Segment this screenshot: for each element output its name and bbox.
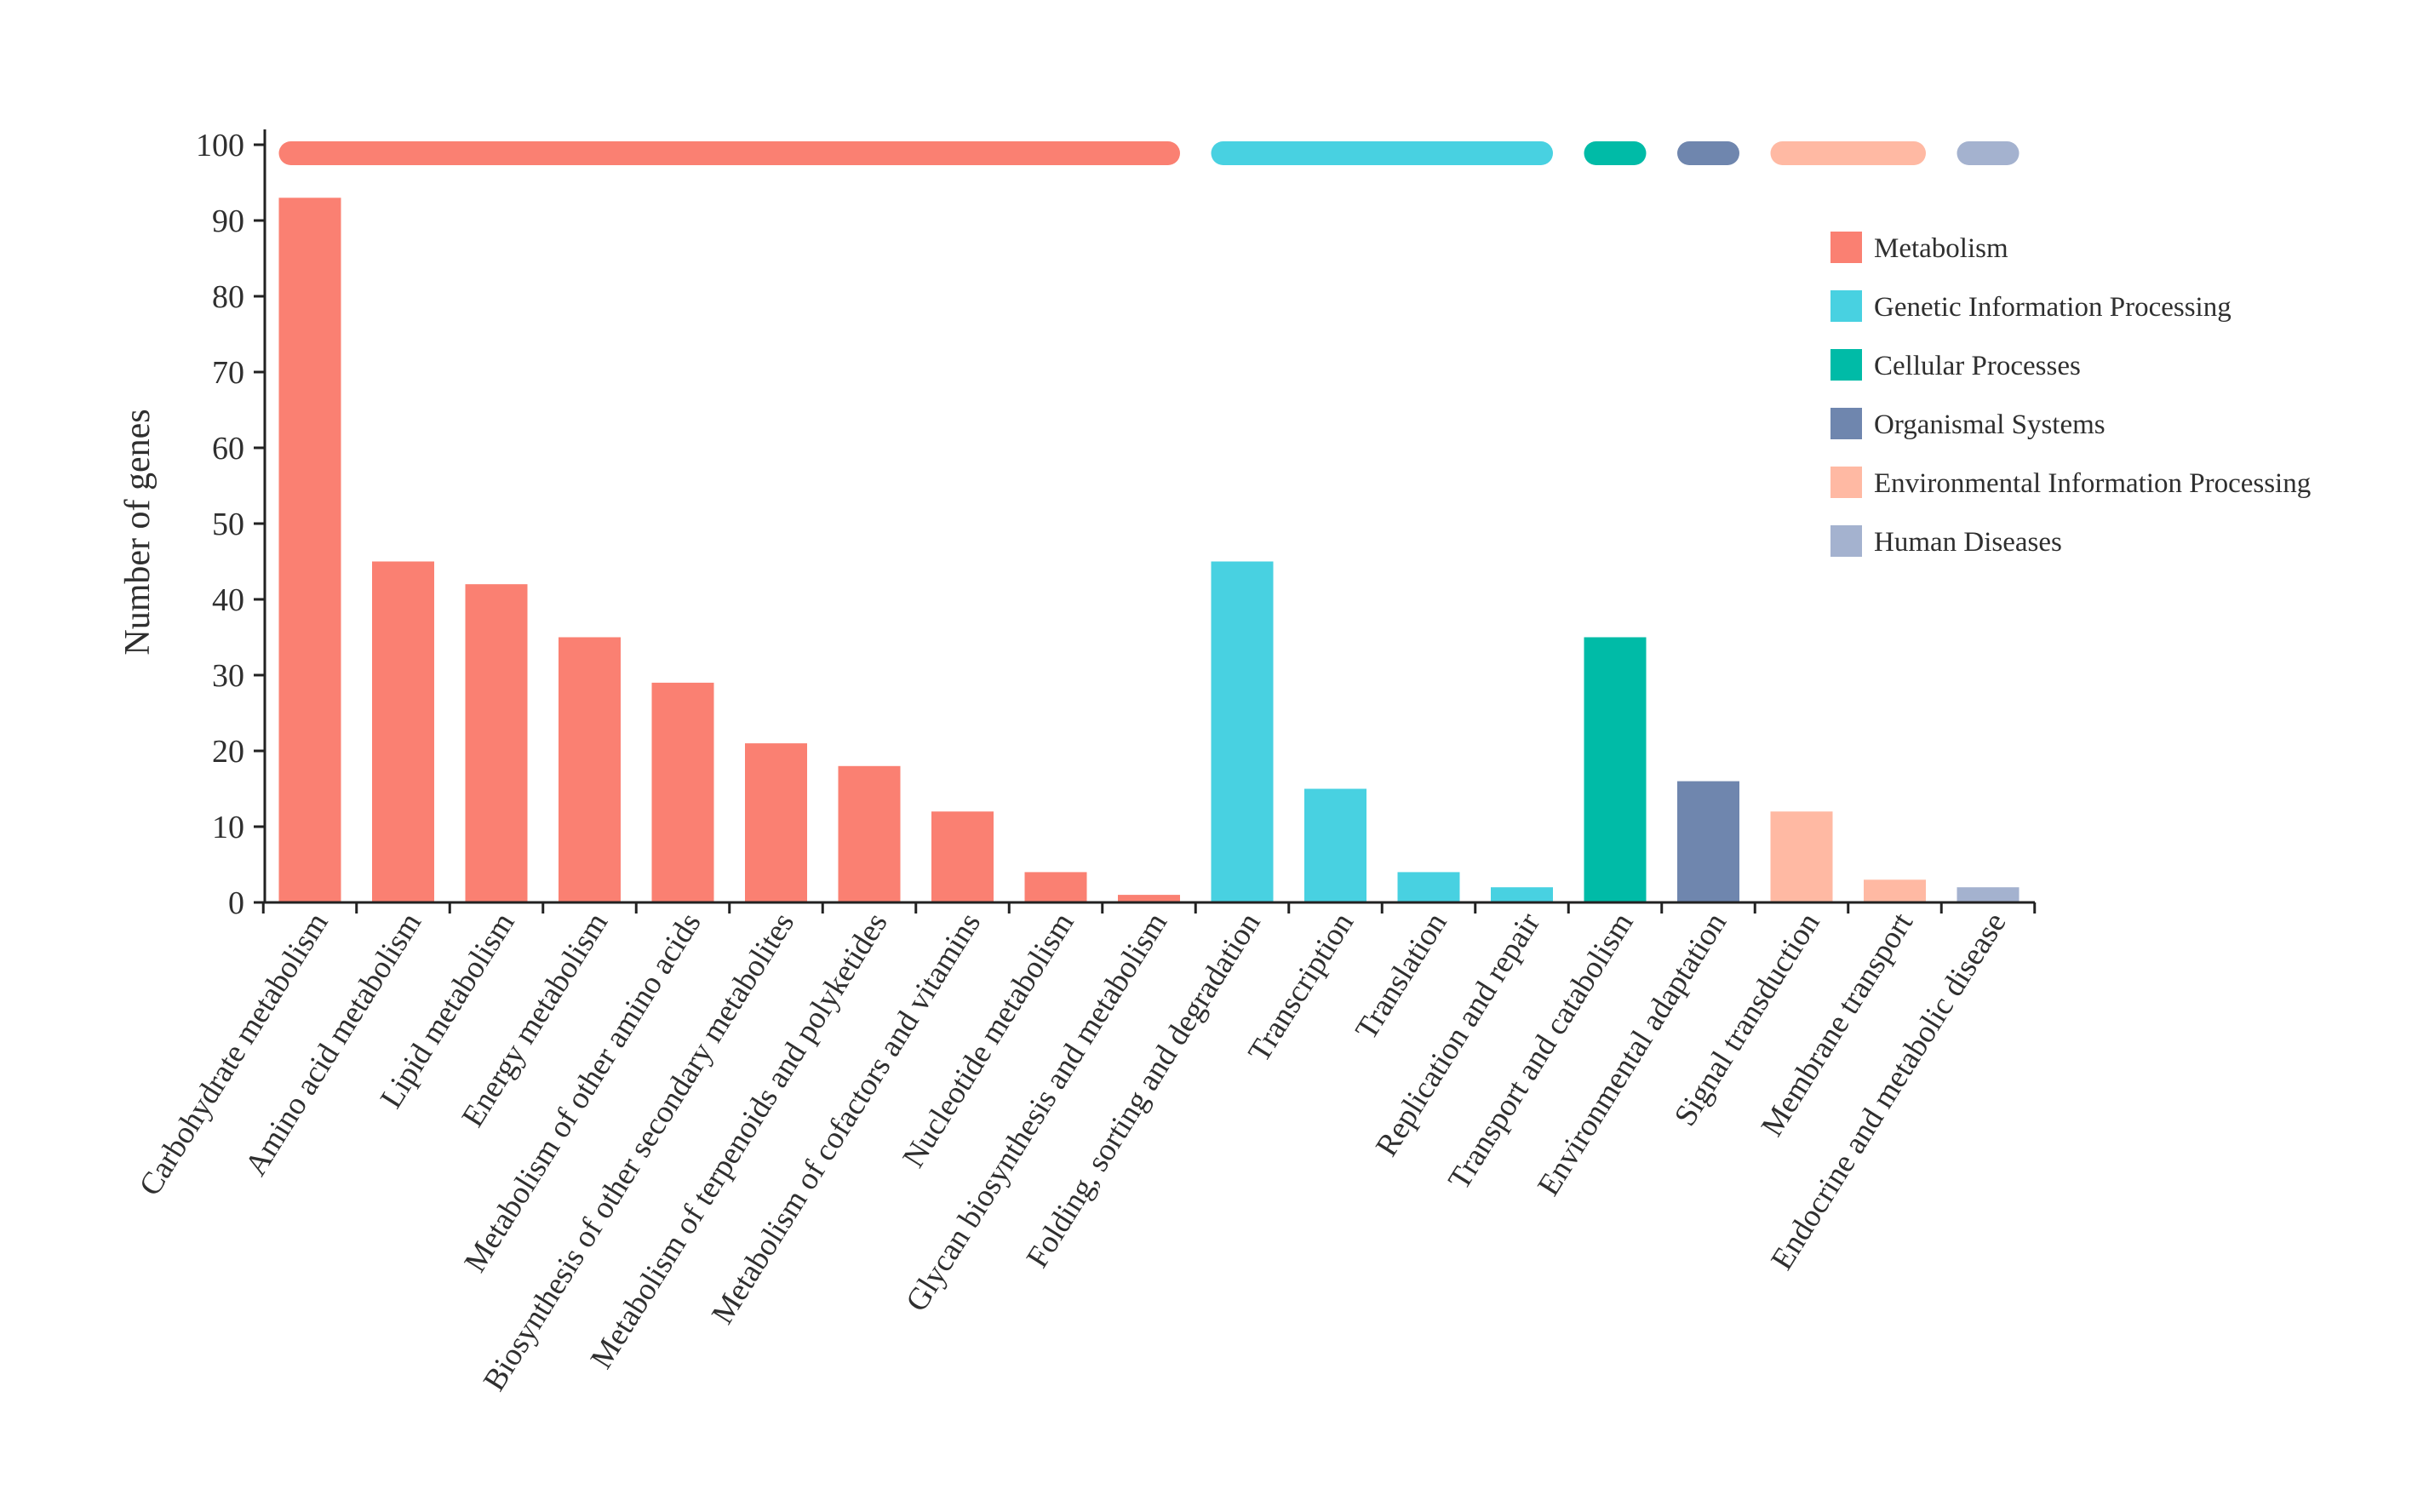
y-tick-label: 40 xyxy=(212,582,244,618)
bar-nucleotide-metabolism xyxy=(1024,872,1087,902)
bar-endocrine-and-metabolic-disease xyxy=(1957,887,2020,902)
y-tick-label: 30 xyxy=(212,658,244,694)
bar-metabolism-of-other-amino-acids xyxy=(651,682,714,902)
y-tick-label: 90 xyxy=(212,203,244,239)
x-tick-label: Amino acid metabolism xyxy=(238,907,428,1182)
legend-swatch-metabolism xyxy=(1830,232,1862,263)
bar-membrane-transport xyxy=(1864,879,1926,902)
legend-label-genetic-information-processing: Genetic Information Processing xyxy=(1874,292,2232,323)
bar-energy-metabolism xyxy=(559,637,621,902)
legend-swatch-human-diseases xyxy=(1830,525,1862,557)
bar-transport-and-catabolism xyxy=(1584,637,1647,902)
group-bar-metabolism xyxy=(278,141,1180,165)
bar-translation xyxy=(1397,872,1460,902)
legend-label-metabolism: Metabolism xyxy=(1874,233,2008,264)
group-bar-environmental-information-processing xyxy=(1770,141,1926,165)
x-tick-label: Transport and catabolism xyxy=(1441,907,1640,1196)
bar-lipid-metabolism xyxy=(465,584,528,902)
bar-biosynthesis-of-other-secondary-metabolites xyxy=(745,743,807,902)
bars xyxy=(278,198,2020,903)
group-bars xyxy=(278,141,2020,165)
x-tick-label: Nucleotide metabolism xyxy=(896,907,1080,1174)
group-bar-cellular-processes xyxy=(1584,141,1647,165)
bar-transcription xyxy=(1304,788,1366,902)
bar-environmental-adaptation xyxy=(1677,781,1739,902)
y-tick-label: 100 xyxy=(196,128,244,163)
legend-label-organismal-systems: Organismal Systems xyxy=(1874,410,2105,440)
y-axis-ticks: 0 10 20 30 40 50 60 70 80 90 100 xyxy=(196,128,265,921)
bar-folding-sorting-and-degradation xyxy=(1211,561,1274,902)
legend-swatch-cellular-processes xyxy=(1830,349,1862,381)
bar-glycan-biosynthesis-and-metabolism xyxy=(1118,895,1180,902)
legend-swatch-organismal-systems xyxy=(1830,408,1862,439)
bar-metabolism-of-terpenoids-and-polyketides xyxy=(838,765,901,902)
bar-replication-and-repair xyxy=(1491,887,1553,902)
x-tick-label: Translation xyxy=(1349,907,1453,1046)
x-axis-ticks xyxy=(261,902,2037,914)
bar-metabolism-of-cofactors-and-vitamins xyxy=(931,811,994,902)
group-bar-organismal-systems xyxy=(1677,141,1739,165)
legend-label-cellular-processes: Cellular Processes xyxy=(1874,351,2081,381)
y-tick-label: 80 xyxy=(212,279,244,315)
x-tick-label: Carbohydrate metabolism xyxy=(133,907,335,1202)
legend-label-environmental-information-processing: Environmental Information Processing xyxy=(1874,468,2311,499)
y-tick-label: 20 xyxy=(212,734,244,770)
y-tick-label: 60 xyxy=(212,431,244,467)
y-tick-label: 10 xyxy=(212,810,244,845)
y-tick-label: 0 xyxy=(228,885,244,921)
y-tick-label: 70 xyxy=(212,355,244,391)
legend-swatch-environmental-information-processing xyxy=(1830,467,1862,498)
group-bar-genetic-information-processing xyxy=(1211,141,1553,165)
legend-swatch-genetic-information-processing xyxy=(1830,290,1862,322)
y-axis-title: Number of genes xyxy=(118,409,158,655)
x-tick-label: Replication and repair xyxy=(1369,907,1547,1163)
x-tick-label: Environmental adaptation xyxy=(1531,907,1733,1202)
y-tick-label: 50 xyxy=(212,507,244,542)
legend-label-human-diseases: Human Diseases xyxy=(1874,527,2062,558)
bar-carbohydrate-metabolism xyxy=(278,198,341,903)
group-bar-human-diseases xyxy=(1957,141,2020,165)
bar-signal-transduction xyxy=(1770,811,1833,902)
axes xyxy=(263,129,2035,904)
bar-amino-acid-metabolism xyxy=(372,561,434,902)
legend: Metabolism Genetic Information Processing… xyxy=(1830,232,2311,558)
